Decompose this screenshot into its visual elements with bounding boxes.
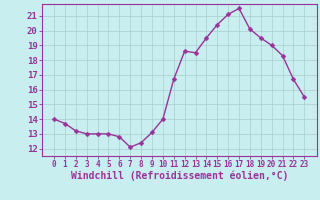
X-axis label: Windchill (Refroidissement éolien,°C): Windchill (Refroidissement éolien,°C) [70,171,288,181]
